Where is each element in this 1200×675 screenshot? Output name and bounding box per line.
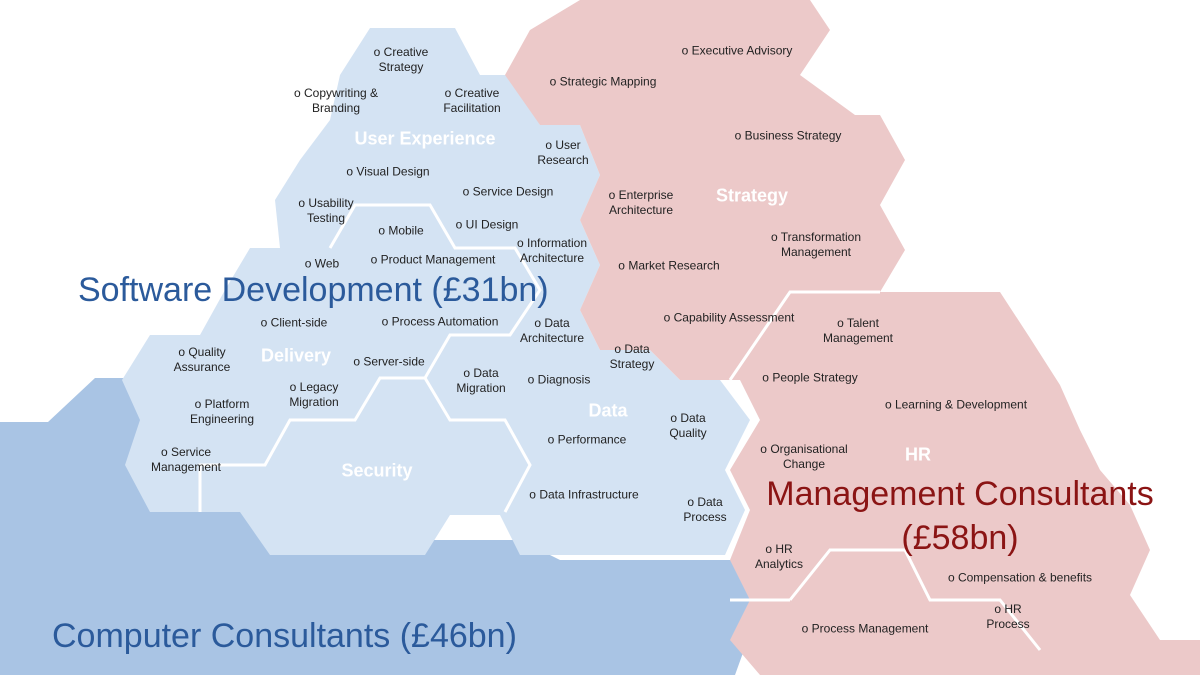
service-item: Platform Engineering xyxy=(182,397,262,427)
service-item: HR Analytics xyxy=(749,542,809,572)
service-item: Organisational Change xyxy=(759,442,849,472)
service-item: Copywriting & Branding xyxy=(294,86,379,116)
service-item: People Strategy xyxy=(762,371,857,386)
cluster-title: Data xyxy=(588,400,628,421)
service-item: Product Management xyxy=(371,253,496,268)
service-item: Diagnosis xyxy=(528,373,591,388)
service-item: Visual Design xyxy=(346,165,429,180)
service-item: Creative Facilitation xyxy=(437,86,507,116)
service-item: Information Architecture xyxy=(512,236,592,266)
service-item: Legacy Migration xyxy=(284,380,344,410)
service-item: Usability Testing xyxy=(291,196,361,226)
service-item: Web xyxy=(305,257,339,272)
service-item: Market Research xyxy=(618,259,719,274)
service-item: Client-side xyxy=(261,316,328,331)
cluster-title: HR xyxy=(905,444,931,465)
service-item: Data Migration xyxy=(451,366,511,396)
cluster-title: Strategy xyxy=(715,185,789,206)
service-item: Service Design xyxy=(463,185,554,200)
software-area xyxy=(122,28,750,555)
service-item: Process Management xyxy=(802,622,929,637)
service-item: Learning & Development xyxy=(885,398,1027,413)
market-label: Management Consultants (£58bn) xyxy=(766,475,1154,557)
service-item: Business Strategy xyxy=(735,129,842,144)
service-item: Quality Assurance xyxy=(167,345,237,375)
market-label: Software Development (£31bn) xyxy=(78,271,549,309)
cluster-title: Delivery xyxy=(260,345,332,366)
service-item: Server-side xyxy=(353,355,424,370)
hex-borders xyxy=(198,203,1042,651)
service-item: User Research xyxy=(533,138,593,168)
service-item: HR Process xyxy=(983,602,1033,632)
service-item: Transformation Management xyxy=(766,230,866,260)
service-item: Compensation & benefits xyxy=(948,571,1092,586)
service-item: Strategic Mapping xyxy=(550,75,657,90)
service-item: Service Management xyxy=(146,445,226,475)
service-item: Data Strategy xyxy=(602,342,662,372)
service-item: Data Quality xyxy=(661,411,716,441)
service-item: Creative Strategy xyxy=(361,45,441,75)
cluster-title: User Experience xyxy=(354,128,496,149)
service-item: Executive Advisory xyxy=(682,44,793,59)
service-item: UI Design xyxy=(456,218,519,233)
service-item: Talent Management xyxy=(818,316,898,346)
cluster-title: Security xyxy=(341,460,413,481)
service-item: Performance xyxy=(548,433,627,448)
service-item: Mobile xyxy=(378,224,423,239)
service-item: Capability Assessment xyxy=(664,311,795,326)
service-item: Data Infrastructure xyxy=(529,488,638,503)
market-label: Computer Consultants (£46bn) xyxy=(52,617,517,655)
service-item: Data Process xyxy=(678,495,733,525)
service-item: Enterprise Architecture xyxy=(601,188,681,218)
service-item: Data Architecture xyxy=(517,316,587,346)
service-item: Process Automation xyxy=(382,315,499,330)
